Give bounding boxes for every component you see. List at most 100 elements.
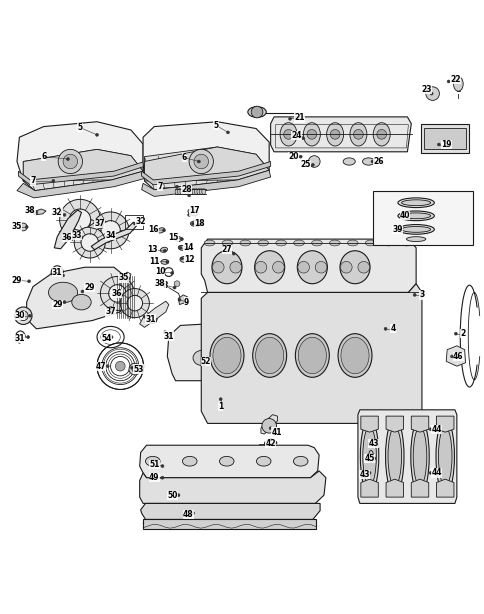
Ellipse shape — [199, 188, 203, 195]
Text: 50: 50 — [166, 491, 177, 500]
Circle shape — [130, 366, 133, 369]
Circle shape — [115, 361, 125, 371]
Ellipse shape — [212, 251, 242, 284]
Ellipse shape — [211, 344, 230, 359]
Text: 25: 25 — [300, 160, 310, 169]
Circle shape — [288, 117, 291, 120]
Text: 12: 12 — [183, 255, 194, 264]
Ellipse shape — [400, 240, 411, 246]
Text: 5: 5 — [213, 120, 218, 130]
Circle shape — [179, 246, 182, 249]
Text: 38: 38 — [25, 206, 35, 216]
Circle shape — [61, 274, 64, 277]
Circle shape — [251, 106, 262, 118]
Ellipse shape — [254, 251, 284, 284]
Text: 47: 47 — [95, 362, 106, 371]
Text: 17: 17 — [188, 206, 199, 216]
Polygon shape — [270, 117, 410, 152]
Text: 35: 35 — [12, 222, 22, 231]
Circle shape — [177, 494, 180, 497]
Polygon shape — [201, 284, 421, 424]
Text: 45: 45 — [363, 454, 374, 463]
Text: 8: 8 — [162, 281, 167, 290]
Polygon shape — [141, 170, 270, 196]
Ellipse shape — [329, 240, 339, 246]
Circle shape — [170, 271, 173, 274]
Ellipse shape — [175, 236, 182, 241]
Text: 6: 6 — [41, 152, 46, 161]
Ellipse shape — [340, 337, 368, 374]
Ellipse shape — [337, 333, 371, 378]
Ellipse shape — [197, 188, 200, 195]
Ellipse shape — [257, 240, 268, 246]
Polygon shape — [144, 147, 269, 190]
Circle shape — [161, 465, 164, 467]
Ellipse shape — [175, 188, 179, 195]
Circle shape — [428, 428, 431, 430]
Circle shape — [35, 211, 38, 214]
Circle shape — [330, 130, 339, 139]
Circle shape — [95, 133, 98, 136]
Circle shape — [261, 419, 276, 433]
Circle shape — [197, 160, 200, 163]
Circle shape — [163, 249, 166, 252]
Circle shape — [454, 332, 456, 335]
Circle shape — [27, 336, 30, 338]
Text: 36: 36 — [61, 233, 72, 242]
Text: 20: 20 — [287, 152, 298, 161]
Text: 27: 27 — [221, 245, 232, 254]
Ellipse shape — [161, 260, 168, 264]
Circle shape — [18, 311, 28, 321]
Circle shape — [180, 257, 183, 260]
Polygon shape — [178, 295, 188, 305]
Ellipse shape — [364, 240, 375, 246]
Ellipse shape — [410, 419, 428, 494]
Text: 19: 19 — [440, 140, 451, 149]
Circle shape — [178, 298, 181, 301]
Circle shape — [81, 290, 84, 293]
Circle shape — [202, 363, 205, 366]
Circle shape — [180, 238, 183, 241]
Text: 4: 4 — [390, 324, 394, 333]
Text: 2: 2 — [460, 329, 465, 338]
Text: 5: 5 — [77, 123, 82, 132]
Circle shape — [166, 260, 168, 263]
Polygon shape — [436, 416, 453, 432]
Polygon shape — [360, 479, 378, 497]
Polygon shape — [260, 414, 277, 434]
Circle shape — [63, 154, 77, 169]
Circle shape — [132, 366, 137, 372]
Text: 53: 53 — [133, 365, 143, 373]
Ellipse shape — [182, 188, 186, 195]
Ellipse shape — [385, 419, 403, 494]
Circle shape — [63, 214, 66, 216]
Text: 32: 32 — [52, 208, 62, 217]
Circle shape — [357, 262, 369, 273]
Circle shape — [163, 331, 166, 333]
Ellipse shape — [180, 188, 183, 195]
Text: 43: 43 — [359, 470, 369, 479]
Polygon shape — [139, 445, 318, 478]
Text: 7: 7 — [30, 176, 36, 185]
Text: 24: 24 — [291, 131, 302, 140]
Text: 11: 11 — [149, 257, 159, 266]
Polygon shape — [445, 346, 465, 366]
Ellipse shape — [360, 419, 378, 494]
Ellipse shape — [382, 240, 393, 246]
Ellipse shape — [303, 123, 319, 146]
Ellipse shape — [362, 427, 376, 486]
Text: 49: 49 — [149, 473, 159, 482]
Polygon shape — [424, 128, 465, 149]
Text: 31: 31 — [163, 332, 174, 341]
Text: 6: 6 — [182, 153, 186, 162]
Circle shape — [174, 281, 180, 287]
Ellipse shape — [453, 77, 462, 91]
Ellipse shape — [192, 188, 196, 195]
Circle shape — [28, 280, 30, 283]
Text: 39: 39 — [392, 225, 402, 234]
Circle shape — [63, 301, 66, 303]
Circle shape — [143, 315, 146, 318]
Ellipse shape — [180, 257, 188, 262]
Circle shape — [120, 289, 149, 317]
Circle shape — [446, 80, 449, 83]
